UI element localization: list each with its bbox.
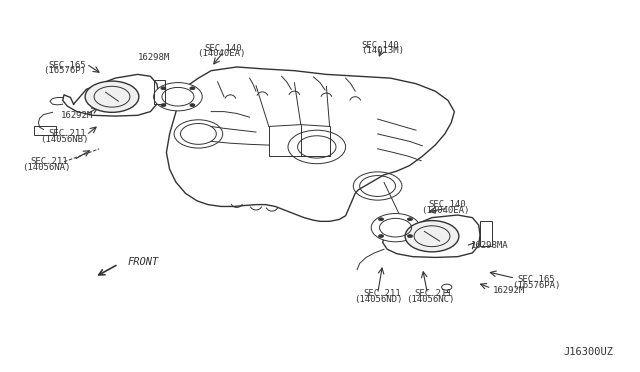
Bar (480, 221, 492, 246)
Text: SEC.211: SEC.211 (364, 289, 401, 298)
Text: FRONT: FRONT (128, 257, 159, 267)
Circle shape (85, 81, 139, 112)
Text: SEC.211: SEC.211 (48, 129, 86, 138)
Text: (14040EA): (14040EA) (421, 206, 470, 215)
Text: 16298M: 16298M (138, 53, 170, 62)
Circle shape (154, 83, 202, 111)
Bar (154, 80, 165, 104)
Text: 16298MA: 16298MA (470, 241, 508, 250)
Text: (14040EA): (14040EA) (197, 49, 246, 58)
Text: SEC.140: SEC.140 (205, 44, 243, 53)
Circle shape (190, 104, 195, 107)
Polygon shape (63, 74, 159, 116)
Circle shape (378, 218, 383, 221)
Text: SEC.140: SEC.140 (429, 200, 467, 209)
Text: SEC.211: SEC.211 (415, 289, 452, 298)
Text: SEC.165: SEC.165 (517, 275, 555, 284)
Text: SEC.165: SEC.165 (48, 61, 86, 70)
Circle shape (378, 235, 383, 238)
Circle shape (190, 87, 195, 90)
Circle shape (405, 221, 459, 252)
Text: 16292M: 16292M (61, 111, 93, 120)
Circle shape (371, 214, 420, 242)
Polygon shape (383, 215, 480, 257)
Text: (14056NC): (14056NC) (406, 295, 455, 304)
Text: (14013M): (14013M) (362, 46, 404, 55)
Text: SEC.140: SEC.140 (362, 41, 399, 50)
Text: (14056ND): (14056ND) (354, 295, 403, 304)
Text: (14056NB): (14056NB) (40, 135, 89, 144)
Text: 16292M: 16292M (493, 286, 525, 295)
Circle shape (408, 218, 413, 221)
Text: J16300UZ: J16300UZ (563, 347, 613, 356)
Circle shape (161, 87, 166, 90)
Text: (14056NA): (14056NA) (22, 163, 71, 172)
Text: (16576P): (16576P) (44, 66, 86, 75)
Text: (16576PA): (16576PA) (512, 281, 561, 290)
Circle shape (161, 104, 166, 107)
Text: SEC.211: SEC.211 (31, 157, 68, 166)
Circle shape (408, 235, 413, 238)
